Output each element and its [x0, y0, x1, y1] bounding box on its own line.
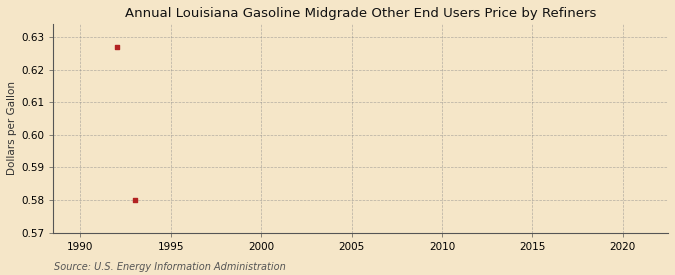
Point	[111, 45, 122, 49]
Title: Annual Louisiana Gasoline Midgrade Other End Users Price by Refiners: Annual Louisiana Gasoline Midgrade Other…	[125, 7, 596, 20]
Y-axis label: Dollars per Gallon: Dollars per Gallon	[7, 81, 17, 175]
Text: Source: U.S. Energy Information Administration: Source: U.S. Energy Information Administ…	[54, 262, 286, 272]
Point	[129, 198, 140, 202]
